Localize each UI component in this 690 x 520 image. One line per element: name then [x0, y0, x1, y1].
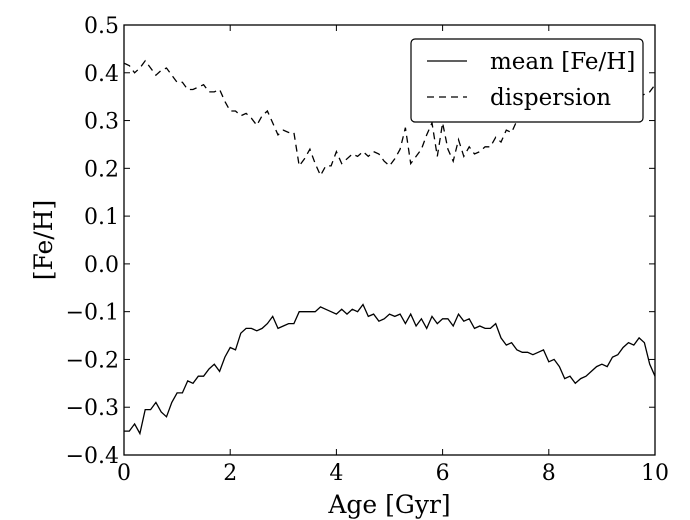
legend-label-mean: mean [Fe/H] [490, 49, 635, 75]
series-line-mean [124, 303, 656, 436]
y-tick-label: 0.5 [84, 14, 119, 39]
x-tick-label: 4 [329, 461, 343, 486]
y-tick-label: −0.2 [66, 348, 119, 373]
x-tick-label: 10 [641, 461, 669, 486]
y-tick-label: 0.0 [84, 253, 119, 278]
x-tick-label: 0 [117, 461, 131, 486]
x-tick-label: 6 [436, 461, 450, 486]
y-tick-label: −0.3 [66, 396, 119, 421]
y-tick-label: 0.4 [84, 62, 119, 87]
plot-frame [123, 24, 656, 456]
y-tick-label: 0.1 [84, 205, 119, 230]
legend-label-dispersion: dispersion [490, 85, 611, 111]
legend: mean [Fe/H] dispersion [410, 38, 644, 123]
plot-lines [123, 59, 656, 436]
y-tick-label: −0.1 [66, 301, 119, 326]
y-tick-label: 0.3 [84, 110, 119, 135]
series-line-dispersion [123, 59, 656, 177]
x-axis-label: Age [Gyr] [327, 490, 450, 519]
y-tick-label: 0.2 [84, 157, 119, 182]
legend-box [410, 38, 644, 123]
x-tick-label: 8 [542, 461, 556, 486]
x-tick-label: 2 [223, 461, 237, 486]
tick-labels: 0 2 4 6 8 10 −0.4 −0.3 −0.2 −0.1 0.0 0.1 0.2 0.3 0.4 0.… [66, 14, 669, 486]
y-tick-label: −0.4 [66, 444, 119, 469]
ticks [123, 24, 656, 456]
y-axis-label: [Fe/H] [29, 200, 58, 281]
